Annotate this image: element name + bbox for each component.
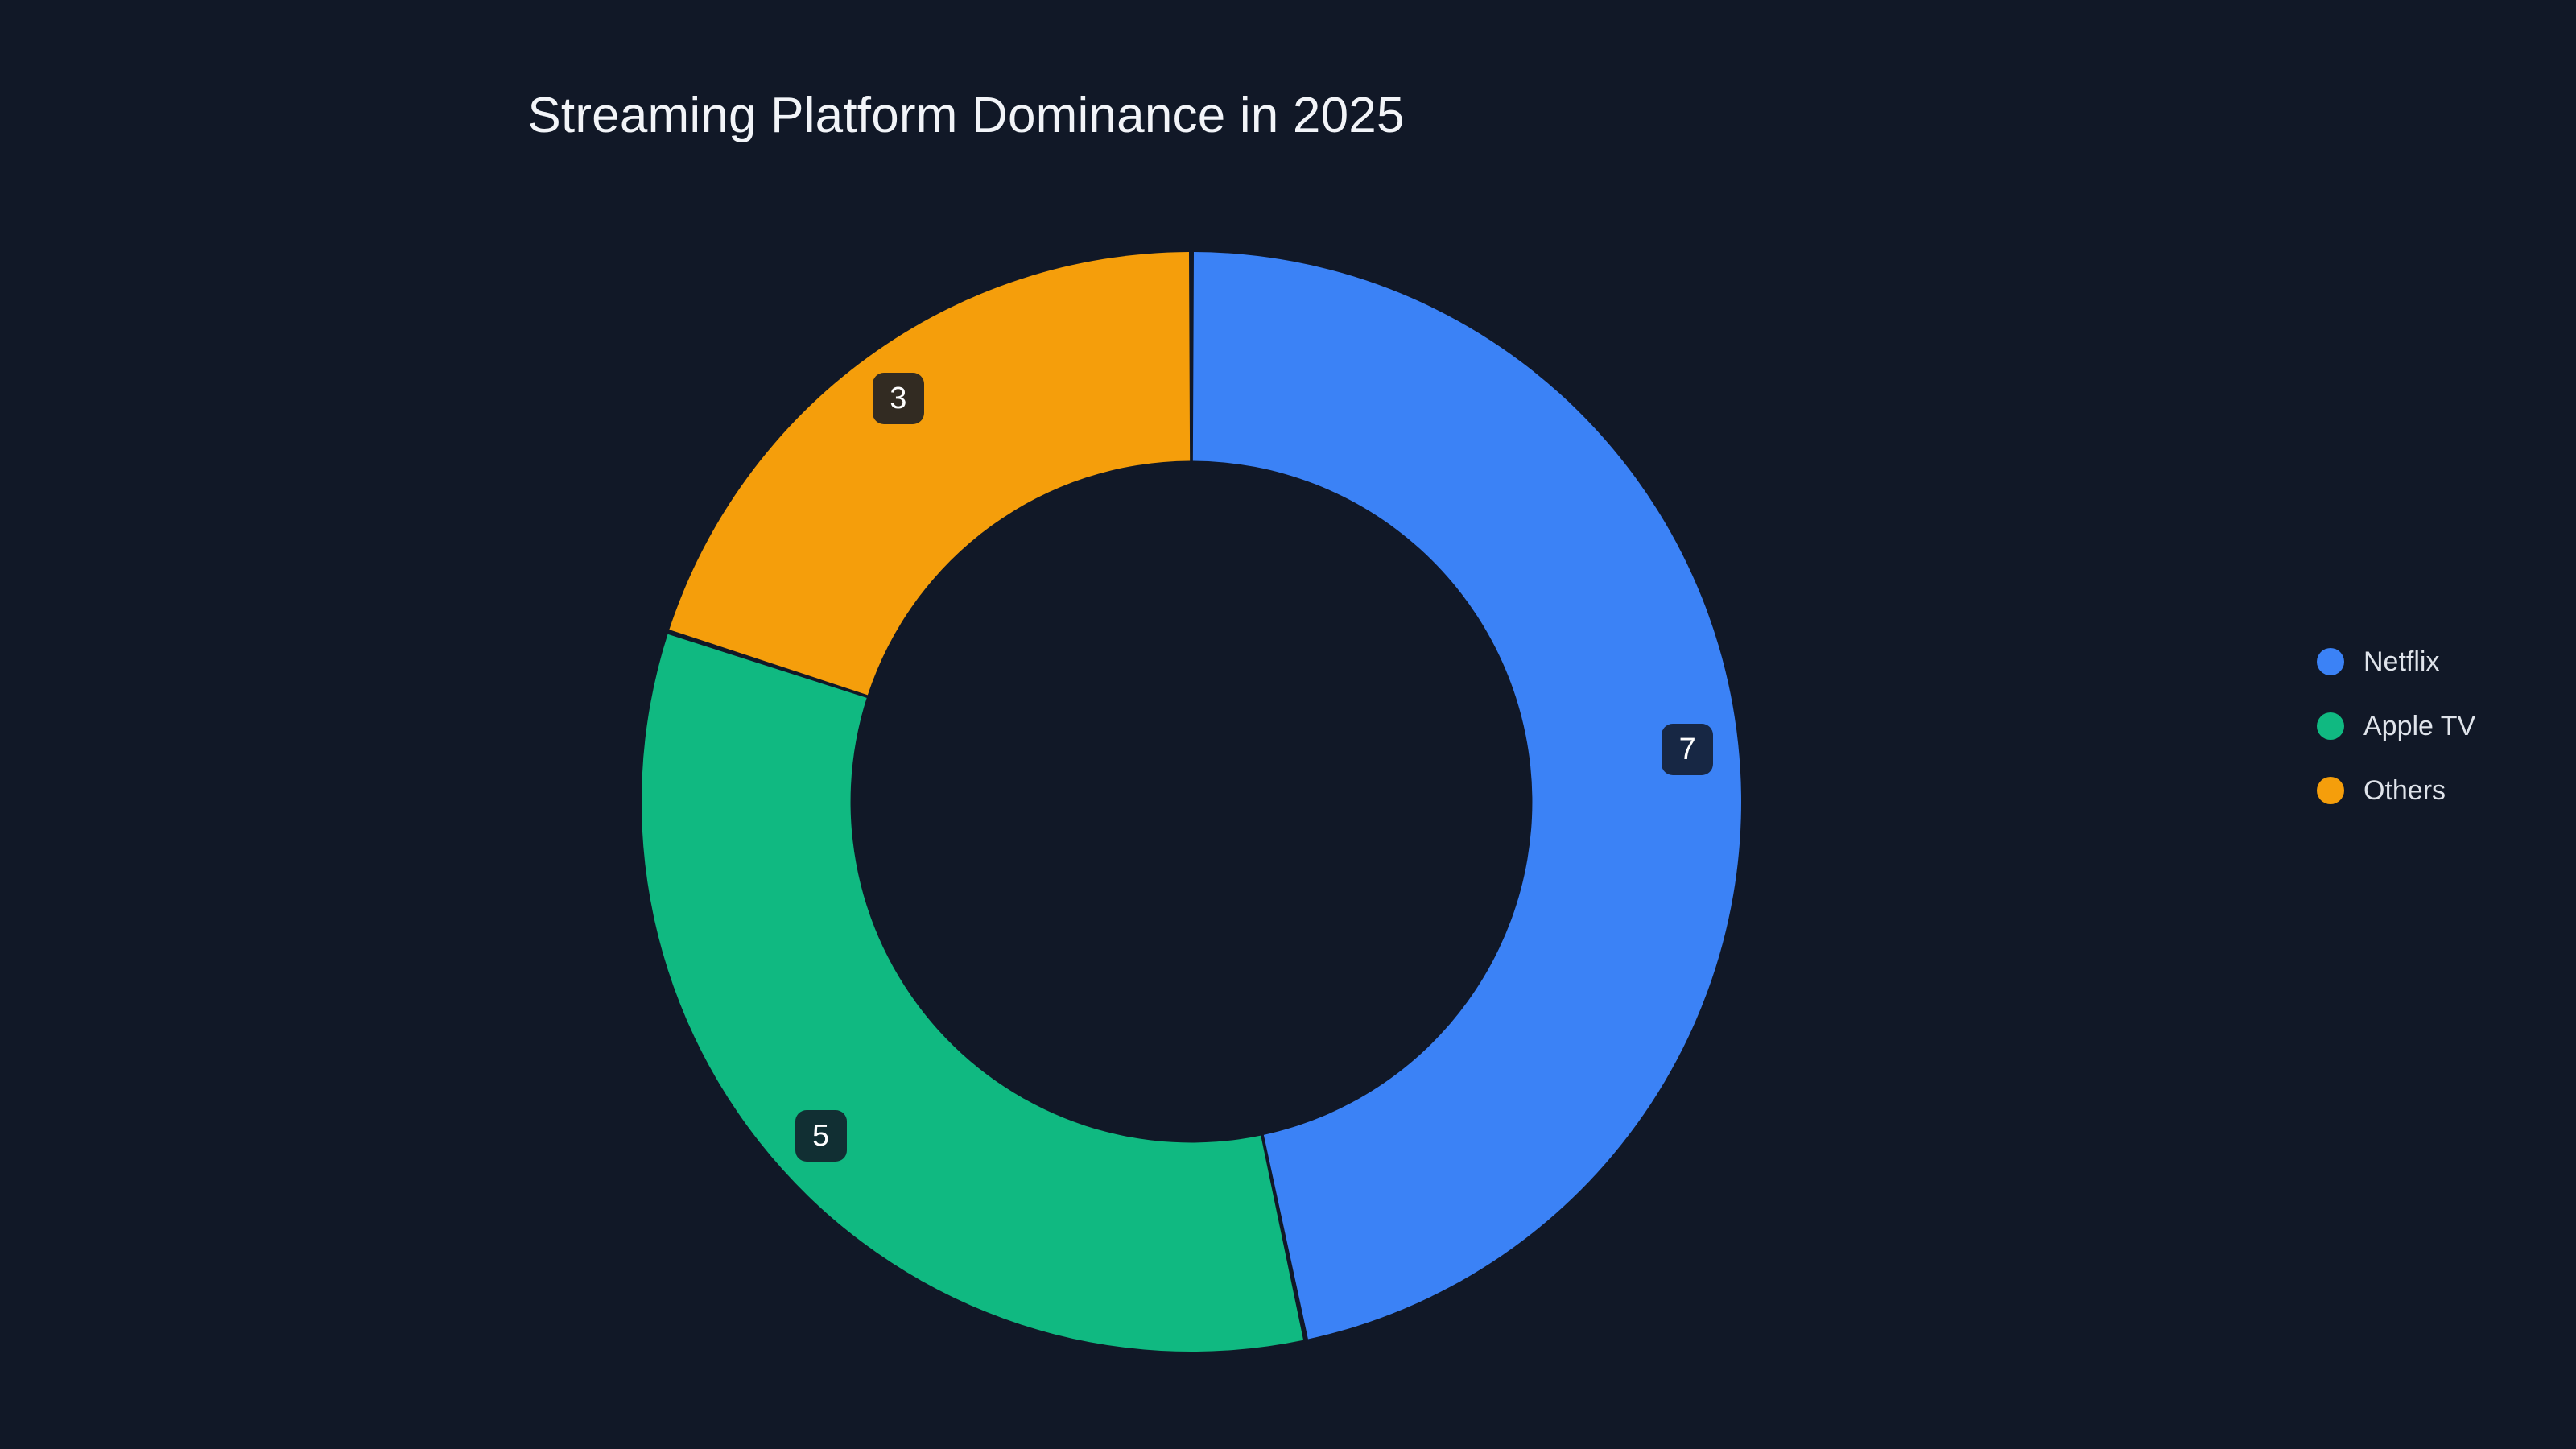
legend-item-netflix[interactable]: Netflix <box>2317 644 2475 679</box>
donut-svg <box>641 252 1741 1352</box>
donut-slice-netflix[interactable] <box>1192 252 1741 1340</box>
chart-legend: Netflix Apple TV Others <box>2317 644 2475 808</box>
legend-swatch-icon <box>2317 712 2344 740</box>
donut-slice-group <box>641 252 1741 1352</box>
legend-item-apple-tv[interactable]: Apple TV <box>2317 708 2475 744</box>
donut-slice-others[interactable] <box>669 252 1191 696</box>
legend-swatch-icon <box>2317 648 2344 675</box>
chart-title: Streaming Platform Dominance in 2025 <box>527 88 1405 143</box>
donut-slice-apple-tv[interactable] <box>641 634 1304 1352</box>
legend-label: Apple TV <box>2363 711 2476 741</box>
legend-item-others[interactable]: Others <box>2317 773 2475 808</box>
legend-label: Others <box>2363 775 2446 806</box>
legend-swatch-icon <box>2317 777 2344 804</box>
legend-label: Netflix <box>2363 646 2440 677</box>
